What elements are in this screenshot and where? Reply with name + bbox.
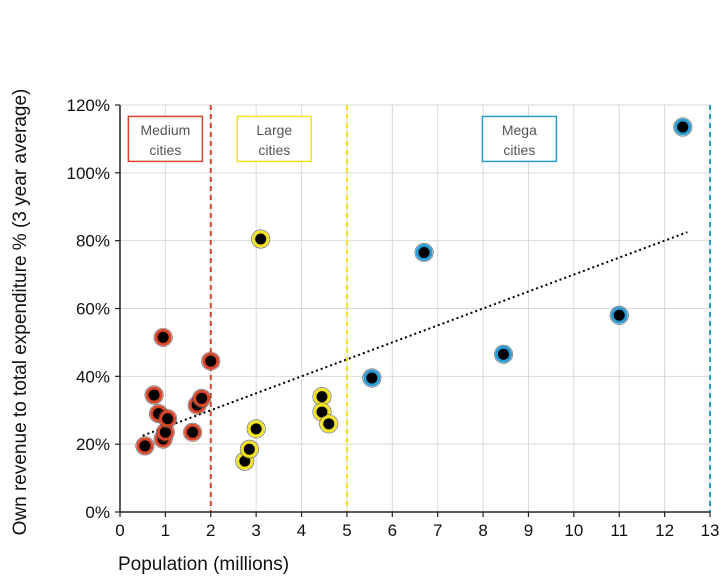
point-marker [495, 345, 512, 363]
zone-label-line2: cities [149, 142, 181, 158]
zone-label-line1: Medium [140, 122, 190, 138]
y-tick-label: 80% [76, 232, 110, 251]
data-point [158, 409, 178, 429]
data-point [362, 368, 382, 388]
y-tick-label: 20% [76, 435, 110, 454]
zone-labels: Medium cities Large cities Mega cities [127, 115, 558, 163]
point-marker [184, 423, 202, 441]
data-point [144, 385, 164, 405]
point-marker [415, 244, 433, 262]
point-outline [192, 388, 212, 408]
zone-label-box [236, 115, 313, 163]
point-outline [414, 243, 434, 263]
point-outline [135, 436, 155, 456]
point-outline [362, 368, 382, 388]
y-tick-label: 40% [76, 367, 110, 386]
zone-label-line1: Large [256, 122, 292, 138]
x-tick-label: 11 [610, 521, 628, 540]
data-point [251, 229, 271, 249]
data-point [135, 436, 155, 456]
x-tick-label: 4 [297, 521, 306, 540]
x-tick-label: 2 [206, 521, 215, 540]
trendline [142, 231, 688, 437]
zone-label-line2: cities [258, 142, 290, 158]
point-marker [193, 389, 211, 407]
data-point [201, 351, 221, 371]
point-marker [154, 328, 172, 346]
threshold-lines [209, 105, 711, 512]
x-tick-label: 9 [524, 521, 533, 540]
point-marker [252, 230, 270, 248]
x-tick-label: 3 [251, 521, 260, 540]
y-tick-label: 0% [85, 503, 110, 522]
point-outline [251, 229, 271, 249]
point-marker [145, 386, 163, 404]
point-outline [158, 409, 178, 429]
point-marker [363, 369, 381, 387]
x-tick-label: 6 [388, 521, 397, 540]
axes [115, 104, 711, 517]
y-axis-title: Own revenue to total expenditure % (3 ye… [10, 89, 31, 536]
x-tick-label: 5 [342, 521, 351, 540]
point-marker [159, 410, 177, 428]
point-marker [674, 118, 692, 136]
point-marker [240, 440, 258, 458]
data-point [493, 344, 513, 364]
tick-labels: 0%20%40%60%80%100%120%0 1 2 3 4 5 6 7 8 9 10 11 12 13 [67, 96, 720, 540]
data-point [414, 243, 434, 263]
data-point [246, 419, 266, 439]
point-outline [246, 419, 266, 439]
y-tick-label: 120% [67, 96, 110, 115]
zone-label-box [481, 115, 558, 163]
data-point [239, 439, 259, 459]
x-tick-label: 7 [433, 521, 442, 540]
point-outline [239, 439, 259, 459]
x-tick-label: 10 [564, 521, 583, 540]
x-tick-label: 0 [115, 521, 124, 540]
trendline-line [142, 231, 688, 437]
point-marker [202, 352, 220, 370]
point-outline [183, 422, 203, 442]
data-point [183, 422, 203, 442]
point-marker [247, 420, 265, 438]
point-marker [610, 306, 628, 324]
y-tick-label: 100% [67, 164, 110, 183]
point-outline [319, 414, 339, 434]
x-tick-label: 12 [655, 521, 674, 540]
data-point [153, 327, 173, 347]
point-outline [144, 385, 164, 405]
data-point [192, 388, 212, 408]
y-tick-label: 60% [76, 300, 110, 319]
point-outline [153, 327, 173, 347]
x-axis-title: Population (millions) [118, 554, 289, 575]
zone-label-line1: Mega [502, 122, 537, 138]
point-marker [320, 415, 338, 433]
zone-label-box [127, 115, 204, 163]
data-point [312, 387, 332, 407]
data-point [609, 305, 629, 325]
zone-label-line2: cities [503, 142, 535, 158]
data-points [135, 117, 693, 471]
point-marker [136, 437, 154, 455]
data-point [673, 117, 693, 137]
point-outline [201, 351, 221, 371]
data-point [319, 414, 339, 434]
x-tick-label: 1 [161, 521, 170, 540]
point-outline [673, 117, 693, 137]
point-outline [609, 305, 629, 325]
point-outline [493, 344, 513, 364]
x-tick-label: 8 [478, 521, 487, 540]
point-marker [313, 388, 331, 406]
x-tick-label: 13 [701, 521, 720, 540]
